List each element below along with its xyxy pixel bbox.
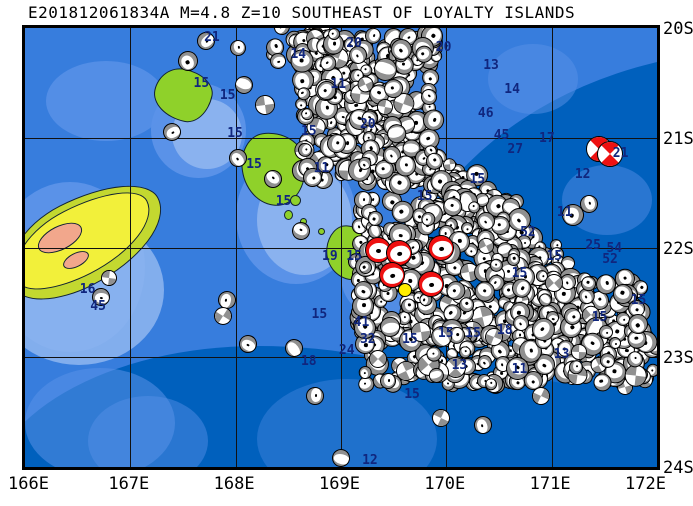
depth-label: 15 <box>465 325 481 341</box>
y-axis-tick-label: 21S <box>663 128 693 149</box>
depth-label: 15 <box>346 248 362 264</box>
depth-label: 52 <box>520 224 536 240</box>
depth-label: 12 <box>574 167 591 183</box>
depth-label: 15 <box>404 386 420 402</box>
depth-label: 12 <box>362 452 378 468</box>
depth-label: 20 <box>346 35 362 51</box>
depth-label: 20 <box>359 116 376 132</box>
island-islet <box>290 194 302 206</box>
depth-label: 18 <box>496 323 513 339</box>
depth-label: 15 <box>511 266 528 282</box>
depth-label: 46 <box>477 106 494 122</box>
depth-label: 15 <box>591 310 608 326</box>
depth-label: 52 <box>602 251 618 267</box>
depth-label: 27 <box>507 142 524 158</box>
depth-label: 21 <box>204 30 220 46</box>
depth-label: 15 <box>469 171 486 187</box>
depth-label: 13 <box>451 358 468 374</box>
x-axis-tick-label: 172E <box>625 474 666 494</box>
depth-label: 17 <box>539 131 555 147</box>
x-axis-tick-label: 169E <box>319 474 360 494</box>
depth-label: 16 <box>79 281 96 297</box>
map-frame: 21 14 20 20 13 14 46 45 15 11 15 15 15 11 20 27 15 12 11 52… <box>22 25 660 470</box>
depth-label: 15 <box>630 292 647 308</box>
depth-label: 13 <box>553 347 570 363</box>
depth-label: 15 <box>246 156 262 172</box>
depth-label: 15 <box>300 123 317 139</box>
focal-mechanism-beachball <box>570 343 588 361</box>
epicenter-marker <box>398 283 413 298</box>
y-axis-tick-label: 22S <box>663 238 693 259</box>
x-axis-tick-label: 167E <box>108 474 150 494</box>
depth-label: 11 <box>313 160 330 176</box>
depth-label: 11 <box>556 204 573 220</box>
y-axis-tick-label: 23S <box>663 348 693 369</box>
depth-label: 13 <box>483 57 499 73</box>
depth-label: 15 <box>311 306 328 322</box>
depth-label: 15 <box>416 189 433 205</box>
y-axis-tick-label: 20S <box>663 19 693 39</box>
depth-label: 54 <box>606 241 623 256</box>
island-islet <box>284 210 294 221</box>
depth-label: 15 <box>402 332 418 348</box>
depth-label: 21 <box>612 145 629 161</box>
page-title: E201812061834A M=4.8 Z=10 SOUTHEAST OF L… <box>28 3 576 22</box>
x-axis-tick-label: 166E <box>8 474 49 494</box>
depth-label: 32 <box>359 332 376 348</box>
gridline-latitude-23 <box>25 357 657 359</box>
x-axis-tick-label: 170E <box>424 474 466 494</box>
depth-label: 45 <box>90 299 106 315</box>
depth-label: 14 <box>504 81 520 97</box>
depth-label: 11 <box>511 361 528 377</box>
depth-label: 24 <box>338 343 355 359</box>
depth-label: 18 <box>300 354 317 370</box>
bathymetry-band <box>46 60 167 141</box>
y-axis-tick-label: 24S <box>663 458 693 478</box>
depth-label: 20 <box>435 40 452 56</box>
depth-label: 15 <box>437 325 454 341</box>
depth-label: 15 <box>219 88 236 104</box>
depth-label: 41 <box>353 314 370 330</box>
bathymetry-band <box>488 44 579 115</box>
depth-label: 19 <box>322 248 338 264</box>
x-axis-tick-label: 171E <box>529 474 571 494</box>
depth-label: 14 <box>290 46 307 62</box>
depth-label: 11 <box>330 77 347 93</box>
depth-label: 15 <box>227 125 243 141</box>
depth-label: 25 <box>585 237 602 253</box>
gridline-latitude-22 <box>25 247 657 249</box>
depth-label: 15 <box>275 193 292 209</box>
bathymetry-band <box>88 395 209 467</box>
focal-mechanism-beachball <box>305 386 325 406</box>
bathymetry-band <box>25 368 175 467</box>
depth-label: 15 <box>546 248 563 264</box>
x-axis-tick-label: 168E <box>213 474 255 494</box>
depth-label: 45 <box>493 127 510 143</box>
depth-label: 15 <box>193 76 210 92</box>
island-islet <box>317 227 325 235</box>
